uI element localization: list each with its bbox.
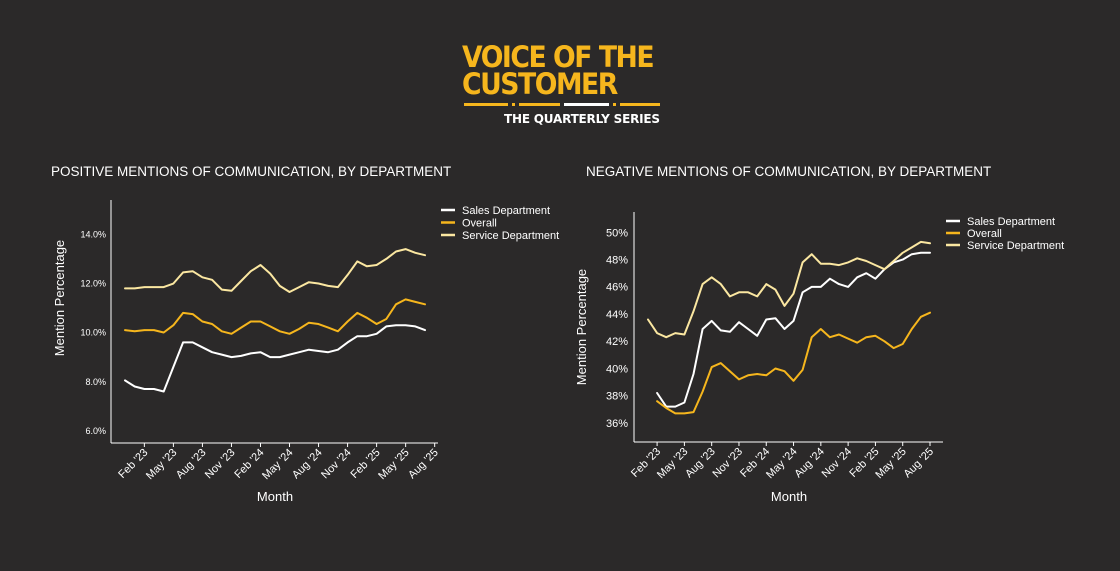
positive-y-tick-label: 8.0%	[85, 377, 106, 387]
negative-x-tick-label: Nov '23	[710, 446, 745, 481]
positive-service-series-line	[124, 248, 426, 293]
negative-x-axis-label: Month	[771, 489, 807, 504]
negative-chart-title: NEGATIVE MENTIONS OF COMMUNICATION, BY D…	[586, 164, 992, 179]
negative-x-tick-label: Aug '25	[901, 446, 936, 481]
logo-title-line1: VOICE OF THE	[462, 40, 655, 74]
negative-x-tick-label: Nov '24	[820, 446, 855, 481]
negative-y-tick-label: 46%	[606, 282, 628, 294]
negative-y-tick-label: 38%	[606, 391, 628, 403]
negative-y-tick-label: 36%	[606, 418, 628, 430]
positive-y-tick-label: 14.0%	[80, 230, 106, 240]
positive-x-axis-label: Month	[257, 489, 293, 504]
negative-legend-label-service: Service Department	[967, 240, 1064, 252]
logo-subtitle: THE QUARTERLY SERIES	[504, 112, 660, 126]
negative-x-tick-label: May '23	[655, 446, 690, 481]
negative-service-series-line	[647, 240, 931, 339]
negative-legend-label-sales: Sales Department	[967, 216, 1055, 228]
negative-y-tick-label: 40%	[606, 363, 628, 375]
negative-y-tick-label: 44%	[606, 309, 628, 321]
positive-y-tick-label: 12.0%	[80, 279, 106, 289]
negative-y-tick-label: 50%	[606, 227, 628, 239]
negative-y-tick-label: 42%	[606, 336, 628, 348]
negative-y-axis-label: Mention Percentage	[574, 269, 589, 385]
positive-overall-series-line	[124, 298, 426, 335]
positive-sales-series-line	[124, 324, 426, 393]
negative-overall-series-line	[656, 311, 931, 415]
positive-legend-label-service: Service Department	[462, 230, 559, 242]
positive-y-tick-label: 10.0%	[80, 328, 106, 338]
logo-divider	[464, 103, 660, 106]
negative-sales-series-line	[656, 251, 931, 408]
negative-x-tick-label: May '24	[764, 446, 799, 481]
logo-title-line2: CUSTOMER	[462, 67, 618, 101]
positive-legend-label-sales: Sales Department	[462, 205, 550, 217]
positive-y-tick-label: 6.0%	[85, 426, 106, 436]
positive-legend-label-overall: Overall	[462, 218, 497, 230]
positive-y-axis-label: Mention Percentage	[52, 240, 67, 356]
negative-y-tick-label: 48%	[606, 254, 628, 266]
negative-x-tick-label: May '25	[873, 446, 908, 481]
voice-of-the-customer-logo: VOICE OF THE CUSTOMER THE QUARTERLY SERI…	[440, 40, 680, 135]
negative-legend-label-overall: Overall	[967, 228, 1002, 240]
positive-chart-title: POSITIVE MENTIONS OF COMMUNICATION, BY D…	[51, 164, 452, 179]
